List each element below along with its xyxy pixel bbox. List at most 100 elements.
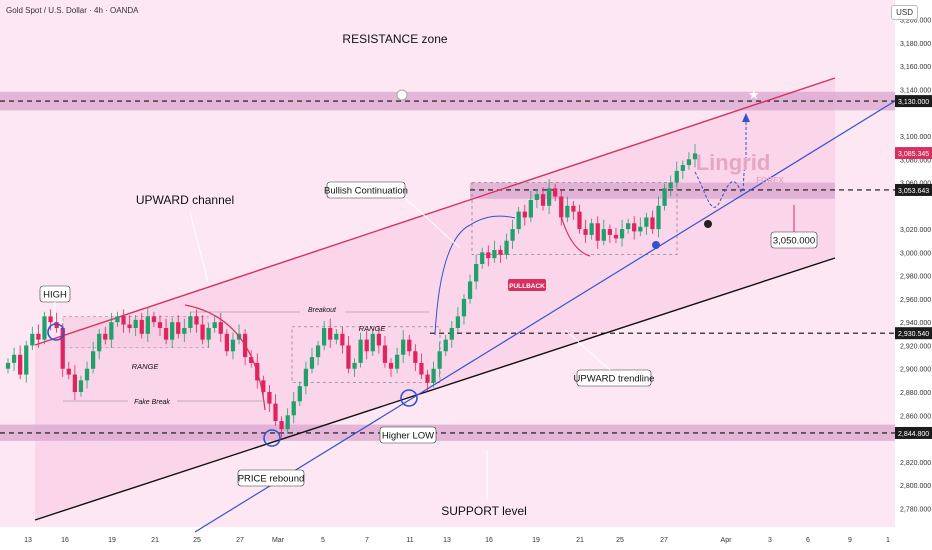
candle-body <box>625 223 631 230</box>
resistance-label: RESISTANCE zone <box>342 32 447 46</box>
candle-body <box>662 188 667 206</box>
candle-body <box>419 362 424 375</box>
time-tick: 16 <box>485 537 493 544</box>
candle-body <box>644 217 649 227</box>
price-tag-label: 2,930.540 <box>898 331 929 338</box>
candle-body <box>303 368 309 387</box>
candle-body <box>285 415 290 430</box>
time-tick: 25 <box>193 537 201 544</box>
candle-body <box>480 252 485 264</box>
higher-low-dot <box>652 241 660 249</box>
price-tick: 3,020.000 <box>900 227 931 234</box>
candle-body <box>279 421 284 430</box>
candle-body <box>176 322 181 334</box>
candle-body <box>364 339 369 352</box>
time-tick: 16 <box>61 537 69 544</box>
currency-badge[interactable]: USD <box>891 5 918 20</box>
candle-body <box>309 357 315 369</box>
candle-body <box>528 200 533 218</box>
range-label-2: RANGE <box>359 324 387 333</box>
candle-body <box>11 354 17 363</box>
higher-low-label-box <box>379 426 437 444</box>
price-tick: 2,860.000 <box>900 413 931 420</box>
high-circle <box>47 323 65 341</box>
candle-body <box>24 345 29 375</box>
candle-body <box>443 339 448 352</box>
price-tick: 2,920.000 <box>900 343 931 350</box>
upward-trendline <box>194 100 896 533</box>
candle-body <box>674 170 679 183</box>
candle-body <box>656 205 661 230</box>
candle-body <box>407 339 412 352</box>
time-tick: 3 <box>768 537 772 544</box>
candle-body <box>249 357 254 363</box>
higher-low-label: Higher LOW <box>382 431 434 442</box>
candle-body <box>692 153 698 160</box>
time-tick: 9 <box>848 537 852 544</box>
candle-body <box>382 345 388 363</box>
uptrend-pointer <box>564 329 611 371</box>
price-tick: 2,960.000 <box>900 297 931 304</box>
time-tick: 19 <box>108 537 116 544</box>
channel-label: UPWARD channel <box>136 193 234 207</box>
candle-body <box>90 351 96 369</box>
range-label-1: RANGE <box>132 362 160 371</box>
time-tick: 5 <box>321 537 325 544</box>
candle-body <box>492 250 497 259</box>
candle-body <box>157 322 163 328</box>
bullish-label-box <box>326 181 406 199</box>
candle-body <box>322 328 327 346</box>
candle-body <box>425 374 430 383</box>
pullback-badge <box>508 279 546 291</box>
price-tick: 2,980.000 <box>900 274 931 281</box>
time-tick: 1 <box>886 537 890 544</box>
candle-body <box>72 374 78 392</box>
price-tick: 2,820.000 <box>900 460 931 467</box>
channel-pointer <box>189 211 209 283</box>
candle-body <box>401 339 406 355</box>
pullback-arc <box>559 211 591 257</box>
price-tick: 3,180.000 <box>900 41 931 48</box>
candle-body <box>619 229 625 239</box>
candle-body <box>97 333 102 352</box>
candle-body <box>680 165 685 171</box>
price-tag-label: 3,130.000 <box>898 99 929 106</box>
candle-body <box>42 316 47 340</box>
candle-body <box>461 298 467 317</box>
resistance-zone <box>0 91 895 111</box>
symbol-header: Gold Spot / U.S. Dollar · 4h · OANDA <box>6 6 139 15</box>
price-tag <box>895 327 932 340</box>
candle-body <box>170 322 175 340</box>
rebound-label: PRICE rebound <box>238 474 305 485</box>
price-tick: 2,880.000 <box>900 390 931 397</box>
candle-body <box>145 316 150 334</box>
candle-body <box>261 380 266 392</box>
time-tick: 6 <box>806 537 810 544</box>
time-tick: Apr <box>721 537 733 544</box>
candle-body <box>510 229 515 241</box>
price-tick: 2,800.000 <box>900 483 931 490</box>
breakout-arc-left <box>434 224 471 336</box>
support-label: SUPPORT level <box>441 504 527 518</box>
candle-body <box>449 328 454 340</box>
price-tick: 3,080.000 <box>900 157 931 164</box>
bullish-pointer <box>404 197 461 249</box>
channel-bottom-line <box>34 257 836 521</box>
candle-body <box>632 223 637 232</box>
candle-body <box>583 229 588 235</box>
candle-body <box>151 316 157 323</box>
candle-body <box>78 380 84 392</box>
candle-body <box>686 159 692 166</box>
candle-body <box>346 345 351 369</box>
event-marker <box>396 89 408 101</box>
candle-body <box>121 316 126 325</box>
candle-body <box>212 322 217 328</box>
price-tick: 2,900.000 <box>900 367 931 374</box>
time-tick: 21 <box>576 537 584 544</box>
time-tick: Mar <box>272 537 285 544</box>
candle-body <box>467 281 473 299</box>
candle-body <box>534 194 540 200</box>
candle-body <box>103 333 108 340</box>
